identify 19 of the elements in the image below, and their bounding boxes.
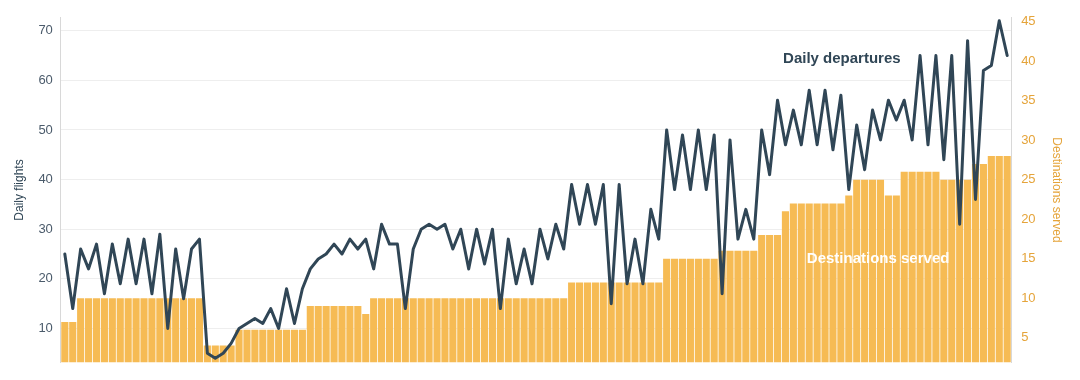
- y-tick-label: 50: [38, 121, 53, 137]
- y-tick-label: 20: [38, 270, 53, 286]
- y2-tick-label: 15: [1021, 250, 1036, 266]
- y-tick-label: 30: [38, 220, 53, 236]
- y2-tick-label: 10: [1021, 289, 1036, 305]
- y2-tick-label: 35: [1021, 92, 1036, 108]
- y-tick-label: 60: [38, 71, 53, 87]
- y2-tick-label: 30: [1021, 131, 1036, 147]
- y2-tick-label: 5: [1021, 329, 1029, 345]
- y2-tick-label: 20: [1021, 210, 1036, 226]
- y2-tick-label: 40: [1021, 52, 1036, 68]
- y-tick-label: 70: [38, 22, 53, 38]
- series-label: Daily departures: [783, 49, 901, 67]
- y2-tick-label: 25: [1021, 171, 1036, 187]
- y-tick-label: 40: [38, 171, 53, 187]
- y2-axis-title: Destinations served: [1050, 137, 1065, 243]
- y2-tick-label: 45: [1021, 13, 1036, 29]
- y-tick-label: 10: [38, 320, 53, 336]
- y-axis-title: Daily flights: [11, 159, 26, 221]
